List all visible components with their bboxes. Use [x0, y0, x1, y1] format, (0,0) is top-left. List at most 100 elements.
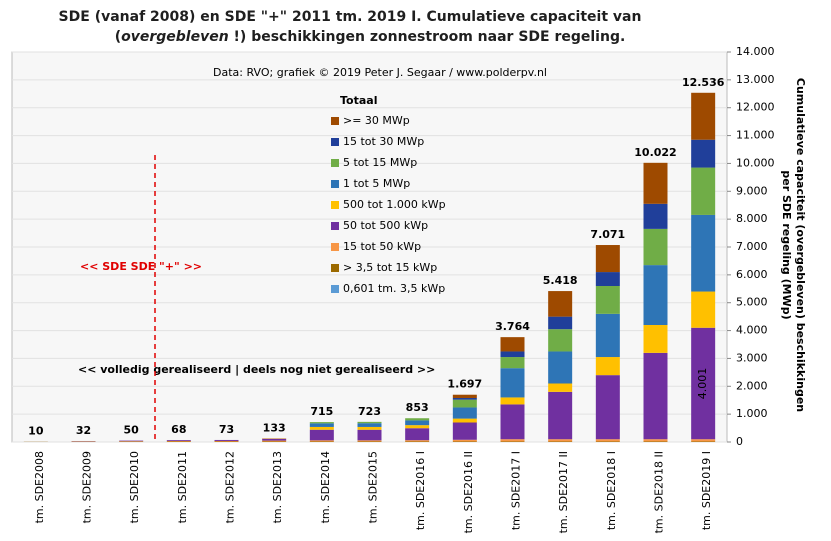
bar-segment — [262, 441, 287, 442]
total-label: 723 — [358, 405, 381, 418]
bar-segment — [357, 421, 382, 424]
y-tick-label: 12.000 — [736, 101, 775, 114]
bar-segment — [548, 316, 573, 330]
total-label: 1.697 — [447, 378, 482, 391]
y-axis-title: Cumulatieve capaciteit (overgebleven) be… — [794, 78, 807, 412]
chart-title: (overgebleven !) beschikkingen zonnestro… — [115, 29, 626, 45]
x-tick-label: tm. SDE2017 I — [510, 451, 523, 530]
bar-segment — [214, 440, 239, 442]
legend-swatch — [331, 243, 339, 251]
x-tick-label: tm. SDE2015 — [367, 451, 380, 523]
bar-segment — [500, 368, 525, 398]
bar-segment — [309, 426, 334, 430]
y-tick-label: 0 — [736, 435, 743, 448]
y-tick-label: 3.000 — [736, 351, 768, 364]
legend-title: Totaal — [340, 94, 377, 107]
y-tick-label: 6.000 — [736, 268, 768, 281]
bar-segment — [500, 351, 525, 358]
bar-segment — [643, 228, 668, 266]
bar-segment — [643, 325, 668, 353]
x-tick-label: tm. SDE2017 II — [557, 451, 570, 533]
y-tick-label: 5.000 — [736, 296, 768, 309]
annotation: << volledig gerealiseerd | deels nog nie… — [78, 363, 435, 376]
bar-segment — [691, 441, 716, 442]
bar-segment — [643, 265, 668, 325]
x-tick-label: tm. SDE2018 I — [605, 451, 618, 530]
legend-swatch — [331, 138, 339, 146]
bar-segment — [452, 441, 477, 442]
title-part: ( — [115, 29, 121, 45]
bar-segment — [214, 439, 239, 441]
x-tick-label: tm. SDE2016 II — [462, 451, 475, 533]
x-tick-label: tm. SDE2010 — [128, 451, 141, 523]
bar-segment — [595, 313, 620, 358]
total-label: 853 — [406, 401, 429, 414]
y-tick-label: 11.000 — [736, 129, 775, 142]
bar-segment — [643, 439, 668, 442]
bar-segment — [691, 92, 716, 140]
bar-segment — [548, 391, 573, 440]
bar-segment — [691, 167, 716, 215]
total-label: 12.536 — [682, 76, 725, 89]
x-tick-label: tm. SDE2013 — [271, 451, 284, 523]
legend-swatch — [331, 201, 339, 209]
bar-segment — [500, 441, 525, 442]
legend-swatch — [331, 159, 339, 167]
bar-segment — [405, 425, 430, 429]
bar-segment — [405, 428, 430, 441]
bar-segment — [595, 357, 620, 376]
legend-swatch — [331, 285, 339, 293]
legend-swatch — [331, 264, 339, 272]
chart-title: SDE (vanaf 2008) en SDE "+" 2011 tm. 201… — [59, 9, 642, 25]
y-tick-label: 13.000 — [736, 73, 775, 86]
bar-segment — [595, 272, 620, 286]
x-tick-label: tm. SDE2009 — [81, 451, 94, 523]
legend-swatch — [331, 180, 339, 188]
bar-segment — [357, 441, 382, 442]
total-label: 73 — [219, 423, 234, 436]
bar-segment — [357, 423, 382, 427]
bar-segment — [548, 291, 573, 317]
bar-segment — [548, 329, 573, 352]
bar-segment — [357, 429, 382, 441]
legend-swatch — [331, 222, 339, 230]
bar-segment — [500, 337, 525, 352]
x-tick-label: tm. SDE2016 I — [414, 451, 427, 530]
bar-segment — [309, 441, 334, 442]
bar-segment — [500, 397, 525, 405]
x-tick-label: tm. SDE2014 — [319, 451, 332, 523]
bar-segment — [643, 203, 668, 229]
y-tick-label: 7.000 — [736, 240, 768, 253]
legend-label: 5 tot 15 MWp — [343, 156, 417, 169]
bar-segment — [595, 245, 620, 273]
bar-segment — [548, 383, 573, 392]
total-label: 5.418 — [543, 274, 578, 287]
bar-segment — [691, 439, 716, 442]
legend-label: > 3,5 tot 15 kWp — [343, 261, 437, 274]
y-tick-label: 1.000 — [736, 407, 768, 420]
bar-segment — [500, 357, 525, 369]
bar-segment — [595, 375, 620, 440]
bar-segment — [119, 440, 144, 442]
legend-label: >= 30 MWp — [343, 114, 410, 127]
bar-segment — [691, 327, 716, 440]
bar-segment — [548, 441, 573, 442]
subtitle: Data: RVO; grafiek © 2019 Peter J. Segaa… — [213, 66, 547, 79]
bar-segment — [548, 351, 573, 384]
bar-segment — [452, 407, 477, 419]
legend-label: 500 tot 1.000 kWp — [343, 198, 446, 211]
bar-segment — [595, 439, 620, 442]
bar-segment — [643, 441, 668, 442]
bar-segment — [691, 139, 716, 168]
title-part: !) beschikkingen zonnestroom naar SDE re… — [229, 29, 626, 45]
bar-segment — [262, 438, 287, 441]
bar-segment — [452, 397, 477, 400]
legend-label: 15 tot 30 MWp — [343, 135, 424, 148]
bar-segment — [595, 441, 620, 442]
bar-segment — [357, 426, 382, 430]
bar-segment — [500, 439, 525, 442]
title-part: overgebleven — [121, 29, 229, 45]
total-label: 10 — [28, 425, 44, 438]
y-tick-label: 10.000 — [736, 156, 775, 169]
